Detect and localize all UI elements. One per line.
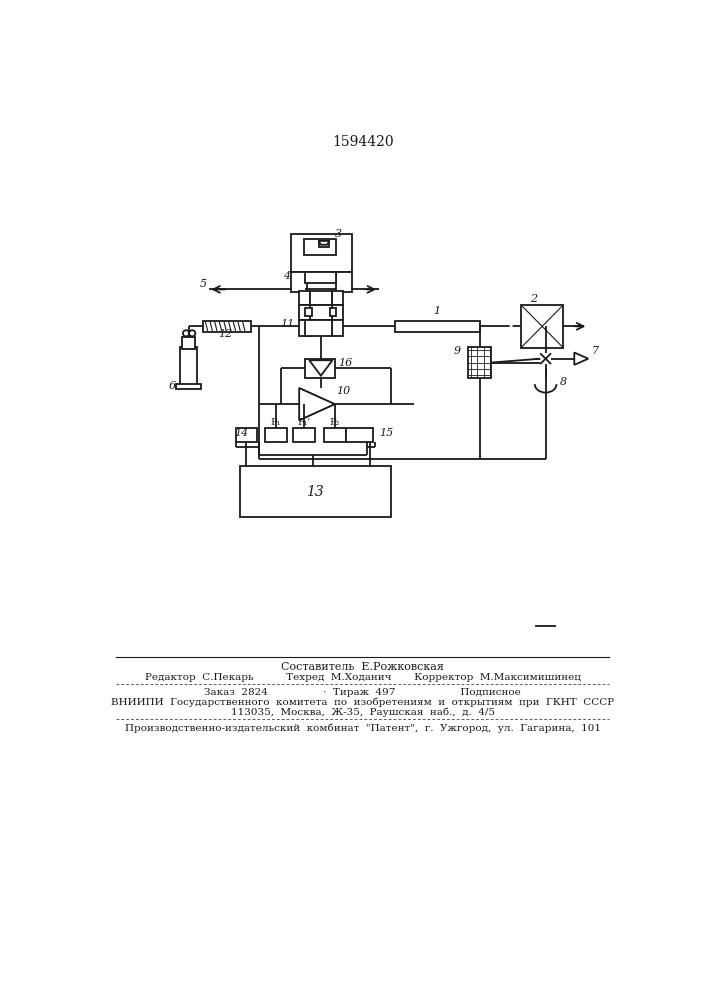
- Bar: [291, 234, 352, 272]
- Bar: [332, 305, 343, 320]
- Text: 8: 8: [559, 377, 567, 387]
- Bar: [346, 428, 373, 442]
- Bar: [310, 305, 332, 320]
- Bar: [176, 384, 201, 389]
- Polygon shape: [319, 241, 329, 245]
- Circle shape: [189, 330, 195, 336]
- Bar: [332, 320, 343, 336]
- Text: P₂: P₂: [329, 418, 340, 427]
- Bar: [305, 308, 312, 316]
- Bar: [305, 320, 332, 336]
- Text: 2: 2: [530, 294, 537, 304]
- Bar: [180, 347, 197, 386]
- Circle shape: [183, 330, 189, 336]
- Bar: [310, 291, 332, 305]
- Bar: [395, 321, 480, 332]
- Bar: [299, 320, 310, 336]
- Bar: [304, 239, 337, 255]
- Text: Редактор  С.Пекарь          Техред  М.Ходанич       Корректор  М.Максимишинец: Редактор С.Пекарь Техред М.Ходанич Корре…: [145, 673, 580, 682]
- Text: 1: 1: [433, 306, 440, 316]
- Bar: [332, 291, 343, 305]
- Text: 15: 15: [379, 428, 393, 438]
- Text: 10: 10: [337, 386, 351, 396]
- Bar: [337, 272, 352, 292]
- Text: Производственно-издательский  комбинат  "Патент",  г.  Ужгород,  ул.  Гагарина, : Производственно-издательский комбинат "П…: [124, 724, 601, 733]
- Bar: [299, 305, 310, 320]
- Bar: [468, 347, 491, 378]
- Text: 13: 13: [306, 485, 324, 499]
- Text: 7: 7: [592, 346, 600, 356]
- Text: 16: 16: [338, 358, 352, 368]
- Polygon shape: [299, 388, 335, 420]
- Bar: [293, 428, 315, 442]
- Bar: [305, 359, 335, 378]
- Text: 6: 6: [169, 381, 176, 391]
- Text: 11: 11: [280, 319, 295, 329]
- Bar: [299, 291, 310, 305]
- Bar: [182, 337, 194, 349]
- Text: 4: 4: [283, 271, 290, 281]
- Text: 12: 12: [218, 329, 233, 339]
- Bar: [291, 272, 307, 292]
- Text: P₁': P₁': [297, 418, 310, 427]
- Bar: [203, 321, 251, 332]
- Text: Составитель  Е.Рожковская: Составитель Е.Рожковская: [281, 662, 444, 672]
- Bar: [240, 466, 391, 517]
- Bar: [265, 428, 287, 442]
- Bar: [324, 428, 346, 442]
- Text: 14: 14: [235, 428, 249, 438]
- Bar: [521, 305, 563, 348]
- Bar: [330, 308, 337, 316]
- Bar: [319, 241, 329, 247]
- Polygon shape: [574, 353, 588, 365]
- Text: 9: 9: [453, 346, 460, 356]
- Bar: [235, 428, 257, 442]
- Text: P₁: P₁: [271, 418, 281, 427]
- Text: Заказ  2824                 ·  Тираж  497                    Подписное: Заказ 2824 · Тираж 497 Подписное: [204, 688, 521, 697]
- Text: 1594420: 1594420: [332, 135, 394, 149]
- Text: 113035,  Москва,  Ж-35,  Раушская  наб.,  д.  4/5: 113035, Москва, Ж-35, Раушская наб., д. …: [230, 707, 495, 717]
- Text: ВНИИПИ  Государственного  комитета  по  изобретениям  и  открытиям  при  ГКНТ  С: ВНИИПИ Государственного комитета по изоб…: [111, 697, 614, 707]
- Polygon shape: [309, 360, 332, 376]
- Text: 5: 5: [199, 279, 206, 289]
- Bar: [305, 272, 337, 283]
- Text: 3: 3: [335, 229, 342, 239]
